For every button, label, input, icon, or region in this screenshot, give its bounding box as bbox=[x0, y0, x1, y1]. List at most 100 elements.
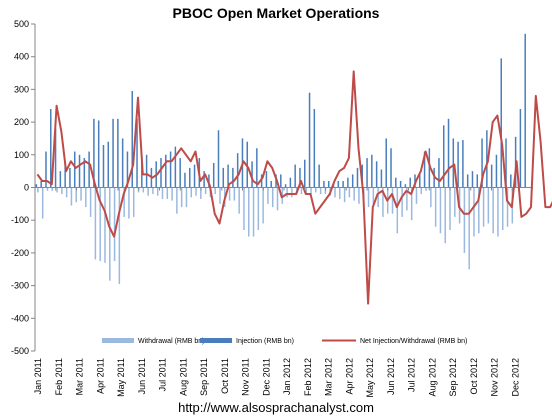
x-tick-label: Sep 2012 bbox=[448, 358, 458, 397]
withdrawal-bar bbox=[75, 187, 77, 203]
legend-swatch-injection bbox=[200, 338, 232, 343]
injection-bar bbox=[222, 167, 225, 188]
injection-bar bbox=[102, 144, 105, 188]
injection-bar bbox=[347, 177, 349, 188]
x-tick-label: Feb 2012 bbox=[303, 358, 313, 396]
injection-bar bbox=[524, 33, 526, 188]
injection-bar bbox=[107, 141, 110, 188]
withdrawal-bar bbox=[109, 187, 111, 281]
withdrawal-bar bbox=[478, 187, 480, 234]
injection-bar bbox=[462, 140, 464, 188]
injection-bar bbox=[236, 153, 239, 188]
injection-bar bbox=[193, 164, 196, 188]
injection-bar bbox=[308, 92, 311, 188]
withdrawal-bar bbox=[271, 187, 274, 208]
injection-bar bbox=[126, 151, 129, 188]
withdrawal-bar bbox=[61, 187, 63, 195]
injection-bar bbox=[395, 177, 397, 188]
withdrawal-bar bbox=[449, 187, 451, 231]
withdrawal-bar bbox=[171, 187, 173, 201]
injection-bar bbox=[280, 174, 282, 188]
withdrawal-bar bbox=[147, 187, 149, 196]
injection-bar bbox=[375, 161, 378, 188]
injection-bar bbox=[83, 158, 86, 188]
withdrawal-bar bbox=[425, 187, 427, 191]
x-tick-label: Jul 2011 bbox=[158, 358, 168, 391]
injection-bar bbox=[519, 109, 522, 188]
injection-bar bbox=[160, 158, 162, 188]
injection-bar bbox=[457, 141, 459, 188]
withdrawal-bar bbox=[310, 187, 312, 195]
injection-bar bbox=[40, 180, 42, 188]
injection-bar bbox=[136, 118, 138, 188]
withdrawal-bar bbox=[262, 187, 264, 224]
injection-bar bbox=[404, 184, 407, 188]
withdrawal-bar bbox=[492, 187, 494, 234]
x-tick-label: Jun 2012 bbox=[386, 358, 396, 395]
withdrawal-bar bbox=[339, 187, 341, 199]
legend-label-net: Net Injection/Withdrawal (RMB bn) bbox=[360, 338, 467, 345]
withdrawal-bar bbox=[228, 187, 231, 201]
withdrawal-bar bbox=[94, 187, 97, 260]
injection-bar bbox=[366, 158, 368, 188]
withdrawal-bar bbox=[497, 187, 499, 237]
withdrawal-bar bbox=[439, 187, 442, 234]
withdrawal-bar bbox=[305, 187, 308, 195]
x-tick-label: Mar 2011 bbox=[75, 358, 85, 395]
legend: Withdrawal (RMB bn) Injection (RMB bn) N… bbox=[102, 338, 467, 345]
injection-bar bbox=[97, 120, 100, 188]
injection-bar bbox=[438, 158, 440, 188]
withdrawal-bar bbox=[166, 187, 169, 199]
x-tick-label: Mar 2012 bbox=[324, 358, 334, 396]
injection-bar bbox=[35, 184, 38, 188]
injection-bar bbox=[246, 141, 249, 188]
withdrawal-bar bbox=[233, 187, 236, 201]
withdrawal-bar bbox=[463, 187, 466, 253]
injection-bar bbox=[64, 161, 66, 188]
withdrawal-bar bbox=[415, 187, 418, 204]
injection-bar bbox=[423, 151, 426, 188]
injection-bar bbox=[342, 180, 344, 188]
withdrawal-bar bbox=[382, 187, 384, 217]
net-injection-line bbox=[36, 70, 552, 305]
injection-bar bbox=[471, 171, 474, 188]
injection-bar bbox=[203, 171, 205, 188]
withdrawal-bar bbox=[132, 187, 135, 217]
withdrawal-bar bbox=[291, 187, 293, 198]
x-tick-label: Nov 2012 bbox=[490, 358, 500, 397]
withdrawal-bar bbox=[430, 187, 432, 208]
y-tick-label: 200 bbox=[14, 117, 29, 127]
injection-bar bbox=[131, 91, 133, 188]
injection-bar bbox=[212, 162, 215, 188]
injection-bar bbox=[217, 130, 220, 188]
injection-bar bbox=[117, 118, 119, 188]
withdrawal-bar bbox=[41, 187, 44, 219]
x-tick-label: Dec 2012 bbox=[510, 358, 520, 397]
injection-bar bbox=[486, 130, 488, 188]
x-tick-label: Jul 2012 bbox=[407, 358, 417, 392]
withdrawal-bar bbox=[219, 187, 221, 204]
injection-bar bbox=[50, 109, 52, 188]
withdrawal-bar bbox=[200, 187, 202, 199]
withdrawal-bar bbox=[243, 187, 245, 231]
withdrawal-bar bbox=[506, 187, 509, 227]
withdrawal-bar bbox=[319, 187, 322, 195]
withdrawal-bar bbox=[396, 187, 399, 234]
withdrawal-bar bbox=[343, 187, 346, 203]
withdrawal-bar bbox=[161, 187, 164, 199]
injection-bar bbox=[265, 171, 268, 188]
injection-bar bbox=[54, 128, 57, 188]
injection-bar bbox=[490, 164, 493, 188]
withdrawal-bar bbox=[156, 187, 159, 196]
injection-bar bbox=[169, 151, 172, 188]
injection-bar bbox=[313, 109, 316, 188]
withdrawal-bar bbox=[65, 187, 68, 198]
x-tick-label: Apr 2012 bbox=[344, 358, 354, 395]
withdrawal-bar bbox=[501, 187, 504, 231]
injection-bar bbox=[256, 148, 258, 188]
injection-bar bbox=[466, 174, 469, 188]
injection-bar bbox=[284, 184, 287, 188]
withdrawal-bar bbox=[276, 187, 279, 211]
withdrawal-bar bbox=[195, 187, 197, 196]
